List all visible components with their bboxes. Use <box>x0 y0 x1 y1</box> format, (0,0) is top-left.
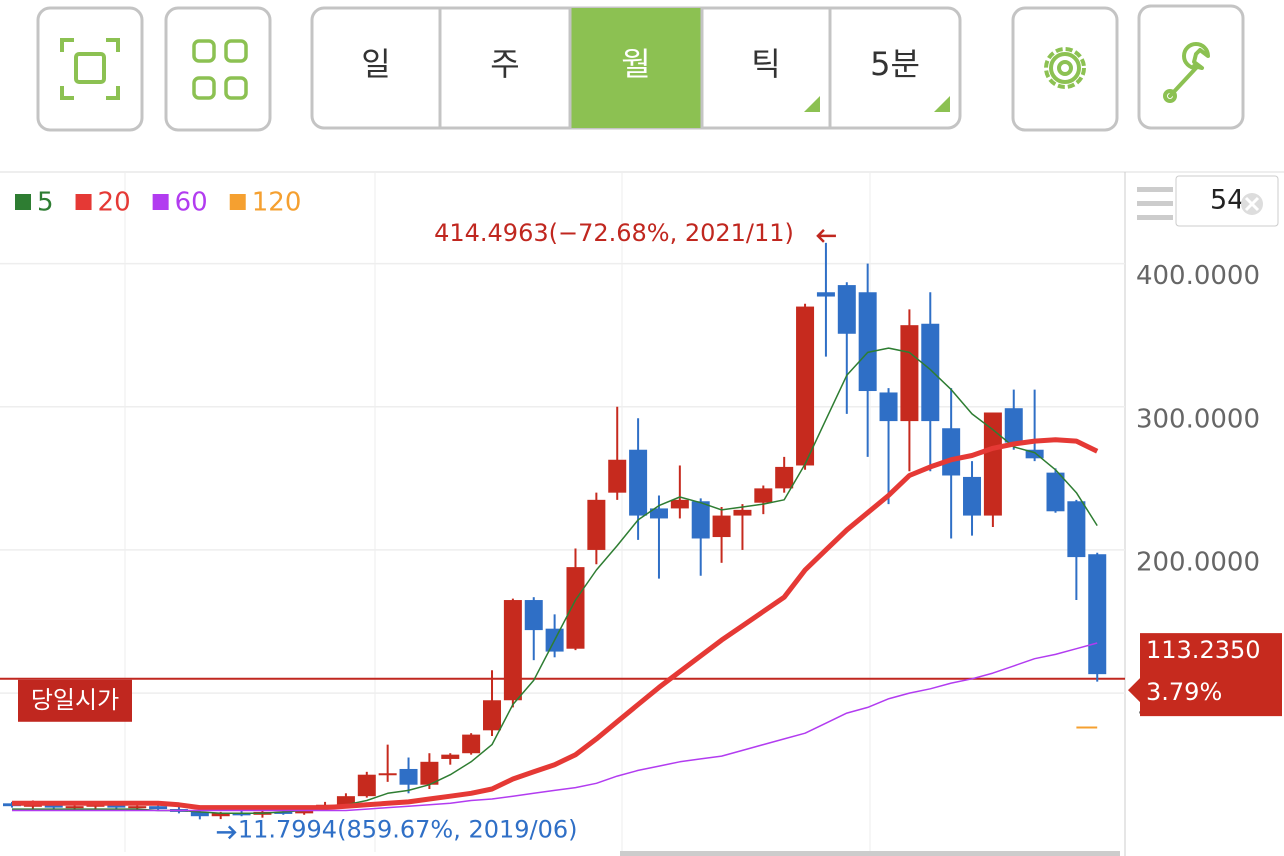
y-tick-label: 300.0000 <box>1136 404 1260 434</box>
candle-body <box>649 508 668 519</box>
candle-body <box>608 459 627 493</box>
y-tick-label: 400.0000 <box>1136 261 1260 291</box>
legend-swatch <box>75 194 92 210</box>
legend-label: 60 <box>175 188 208 218</box>
period-button[interactable]: 주 <box>438 8 520 128</box>
candle-body <box>691 501 710 539</box>
candle-body <box>357 774 376 797</box>
candle-body <box>1088 554 1107 675</box>
candle-body <box>232 813 251 816</box>
price-badge <box>1128 633 1282 717</box>
period-button[interactable]: 5분 <box>828 8 920 128</box>
candle-body <box>399 768 418 785</box>
candle-body <box>107 804 126 808</box>
period-button[interactable]: 틱 <box>700 8 781 128</box>
candle-body <box>149 806 168 810</box>
legend-swatch <box>229 194 246 210</box>
candle-body <box>733 509 752 516</box>
period-label: 주 <box>490 45 519 83</box>
candle-body <box>420 761 439 785</box>
price-change: 3.79% <box>1146 678 1222 706</box>
layout-button[interactable] <box>164 6 272 132</box>
legend-swatch <box>152 194 169 210</box>
candle-body <box>754 488 773 503</box>
legend-label: 120 <box>252 188 302 218</box>
candle-body <box>670 499 689 509</box>
last-price: 113.2350 <box>1146 636 1261 664</box>
high-arrow <box>816 228 836 243</box>
ma-line <box>12 642 1098 812</box>
menu-icon[interactable] <box>1137 187 1173 220</box>
scrollbar[interactable] <box>620 851 1120 856</box>
candle-body <box>503 600 522 701</box>
candle-body <box>378 773 397 776</box>
candle-body <box>775 466 794 489</box>
period-label: 5분 <box>870 45 920 83</box>
tools-button[interactable] <box>1137 4 1245 130</box>
dropdown-marker <box>934 96 950 112</box>
candle-body <box>274 811 293 814</box>
candle-body <box>712 515 731 538</box>
settings-button[interactable] <box>1011 6 1119 132</box>
dropdown-marker <box>804 96 820 112</box>
candle-body <box>796 306 815 466</box>
low-arrow <box>216 825 237 840</box>
candle-body <box>879 392 898 422</box>
candle-body <box>65 806 84 809</box>
clear-icon <box>1244 196 1260 212</box>
open-label: 당일시가 <box>31 686 119 714</box>
legend-swatch <box>15 194 31 210</box>
candle-body <box>1046 472 1065 512</box>
ma-line <box>12 347 1098 815</box>
candle-body <box>44 804 63 808</box>
candle-body <box>524 600 543 631</box>
candle-body <box>566 567 585 649</box>
candle-body <box>587 499 606 550</box>
candle-body <box>211 813 230 817</box>
candle-body <box>336 796 355 805</box>
candle-body <box>1004 408 1023 443</box>
period-button[interactable]: 월 <box>568 8 702 128</box>
candle-body <box>963 476 982 516</box>
candle-body <box>1025 449 1044 459</box>
legend-label: 5 <box>37 188 54 218</box>
candle-body <box>921 323 940 422</box>
legend-label: 20 <box>98 188 131 218</box>
ma-line <box>12 437 1099 811</box>
candle-body <box>629 449 648 516</box>
candle-body <box>190 811 209 817</box>
high-annotation: 414.4963(−72.68%, 2021/11) <box>434 219 794 247</box>
candle-body <box>983 412 1002 516</box>
candle-body <box>462 734 481 754</box>
period-button[interactable]: 일 <box>361 45 390 83</box>
count-value: 54 <box>1210 185 1244 216</box>
y-tick-label: 200.0000 <box>1136 547 1260 577</box>
candle-body <box>942 428 961 476</box>
candle-body <box>858 292 877 392</box>
period-active-bg <box>570 8 702 128</box>
candle-body <box>128 806 147 809</box>
period-label: 월 <box>621 45 650 83</box>
period-label: 일 <box>361 45 390 83</box>
fullscreen-button[interactable] <box>36 6 144 132</box>
open-label-bg <box>18 679 132 722</box>
candle-body <box>483 700 502 731</box>
candle-body <box>816 292 835 297</box>
candle-body <box>837 285 856 334</box>
candle-body <box>900 325 919 422</box>
period-label: 틱 <box>751 45 780 83</box>
candle-body <box>1067 501 1086 558</box>
candle-body <box>441 754 460 759</box>
low-annotation: 11.7994(859.67%, 2019/06) <box>238 815 578 843</box>
